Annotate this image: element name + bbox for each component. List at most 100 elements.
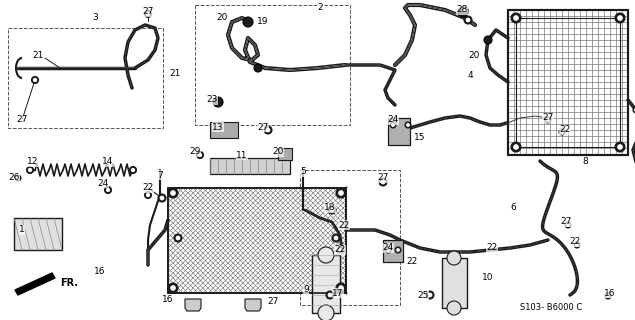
Text: 2: 2 [318,4,323,12]
Circle shape [447,251,461,265]
Circle shape [514,16,518,20]
Circle shape [338,249,342,251]
Circle shape [574,242,580,248]
Circle shape [34,78,37,82]
Circle shape [254,64,262,72]
Circle shape [385,247,391,253]
Circle shape [511,13,521,23]
Text: 24: 24 [382,244,394,252]
Text: 22: 22 [335,245,345,254]
Circle shape [171,286,175,290]
Text: 9: 9 [303,285,309,294]
Circle shape [561,131,563,133]
Text: 10: 10 [482,274,494,283]
Circle shape [390,122,396,128]
Text: 27: 27 [267,298,279,307]
Text: 27: 27 [257,123,269,132]
Text: 20: 20 [469,51,479,60]
Text: 16: 16 [163,295,174,305]
Circle shape [511,142,521,152]
Text: 22: 22 [559,125,571,134]
Circle shape [392,124,394,126]
Text: 1: 1 [19,226,25,235]
Text: 24: 24 [97,179,109,188]
Circle shape [213,97,223,107]
Circle shape [618,16,622,20]
Circle shape [395,247,401,253]
Text: 29: 29 [189,148,201,156]
Circle shape [168,283,178,293]
Circle shape [318,247,334,263]
Circle shape [379,178,387,186]
Circle shape [428,293,432,297]
Circle shape [330,208,334,212]
Bar [300,170,400,305]
Bar [508,10,628,155]
Circle shape [106,188,110,192]
Text: 26: 26 [8,173,20,182]
Circle shape [618,145,622,149]
Text: 23: 23 [206,95,218,105]
Circle shape [160,196,164,200]
Text: 27: 27 [560,218,572,227]
Text: 13: 13 [212,123,224,132]
Circle shape [328,206,336,214]
Circle shape [17,177,19,179]
Bar [168,188,346,293]
Text: 16: 16 [94,268,106,276]
Circle shape [547,119,549,121]
Circle shape [198,153,201,156]
Polygon shape [383,240,403,262]
Text: 8: 8 [582,157,588,166]
Text: 28: 28 [457,5,468,14]
Circle shape [337,247,343,253]
Circle shape [145,11,152,18]
Text: 20: 20 [272,148,284,156]
Text: 24: 24 [387,116,399,124]
Bar [210,158,290,174]
Polygon shape [278,148,292,160]
Circle shape [131,168,135,172]
Text: 15: 15 [414,132,425,141]
Text: 11: 11 [236,150,248,159]
Circle shape [147,193,150,196]
Text: 16: 16 [605,289,616,298]
Bar [508,10,628,155]
Text: 25: 25 [417,291,429,300]
Circle shape [15,175,21,181]
Circle shape [615,142,625,152]
Text: 12: 12 [27,157,39,166]
Circle shape [605,293,611,299]
Circle shape [158,194,166,202]
Text: 22: 22 [570,237,580,246]
Bar [14,218,62,250]
Text: 17: 17 [332,289,344,298]
Text: 6: 6 [510,204,516,212]
Circle shape [615,13,625,23]
Circle shape [565,222,571,228]
Circle shape [243,17,253,27]
Text: 4: 4 [467,70,473,79]
Circle shape [266,128,270,132]
Circle shape [606,295,610,297]
Circle shape [576,244,578,246]
Polygon shape [245,299,261,311]
Circle shape [105,187,112,194]
Bar [312,255,340,313]
Circle shape [405,122,411,128]
Circle shape [466,18,470,22]
Circle shape [176,236,180,240]
Bar [442,258,467,308]
Text: 27: 27 [17,116,28,124]
Circle shape [328,293,332,297]
Circle shape [447,301,461,315]
Circle shape [145,191,152,198]
Text: 21: 21 [170,68,181,77]
Text: 27: 27 [142,7,154,17]
Polygon shape [388,118,410,145]
Circle shape [27,166,34,173]
Circle shape [545,117,551,123]
Circle shape [171,191,175,195]
Polygon shape [15,273,55,295]
Text: 14: 14 [102,157,114,166]
